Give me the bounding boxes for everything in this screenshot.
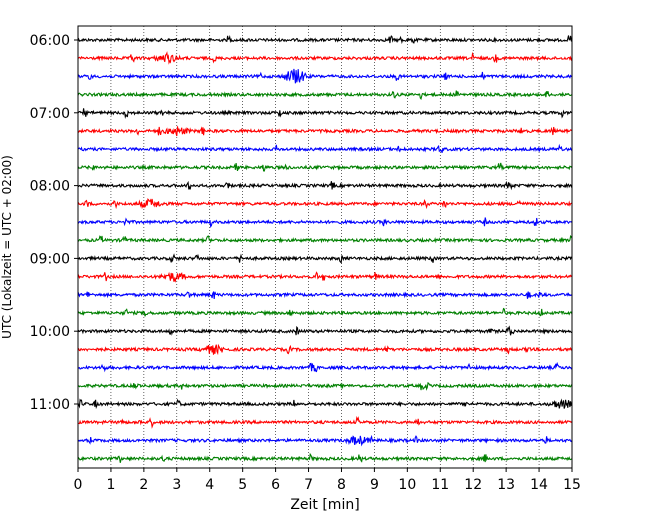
x-tick-label: 0 [74,477,83,493]
x-tick-label: 14 [530,477,548,493]
seismic-trace-0900 [77,253,573,264]
x-tick-label: 7 [304,477,313,493]
seismic-trace-1015 [77,343,573,356]
seismic-trace-0800 [77,180,573,191]
seismic-trace-1145 [77,452,573,463]
x-tick-label: 1 [106,477,115,493]
x-tick-label: 8 [337,477,346,493]
y-tick-label: 09:00 [30,251,70,267]
x-axis: 0 1 2 3 4 5 6 7 8 9 10 11 12 13 14 15 [74,468,581,493]
seismic-trace-0945 [77,307,573,317]
x-tick-label: 12 [464,477,482,493]
seismic-trace-0830 [77,217,573,229]
y-tick-label: 06:00 [30,33,70,49]
x-tick-label: 5 [238,477,247,493]
y-axis-label: UTC (Lokalzeit = UTC + 02:00) [0,155,14,339]
seismic-trace-0715 [77,126,573,137]
seismic-trace-0815 [77,198,573,210]
x-tick-label: 9 [370,477,379,493]
seismic-trace-0700 [77,108,573,119]
seismic-trace-1130 [77,434,573,447]
seismic-traces [77,34,573,463]
x-tick-label: 3 [172,477,181,493]
seismic-trace-1000 [77,325,572,336]
x-tick-label: 15 [563,477,581,493]
y-axis: 06:00 07:00 08:00 09:00 10:00 11:00 [30,33,78,413]
plot-frame [77,25,573,469]
seismic-trace-0845 [77,234,573,244]
y-tick-label: 11:00 [30,397,70,413]
seismic-trace-1045 [78,382,573,391]
seismic-trace-0915 [77,271,573,283]
seismic-trace-1115 [77,415,573,429]
y-tick-label: 08:00 [30,179,70,195]
y-tick-label: 10:00 [30,324,70,340]
seismic-trace-1100 [77,398,573,410]
seismic-trace-0745 [77,162,573,172]
x-tick-label: 10 [398,477,416,493]
plot-area [78,26,572,468]
seismic-trace-1030 [77,361,572,373]
x-tick-label: 2 [139,477,148,493]
seismic-trace-0730 [77,143,573,153]
y-tick-label: 07:00 [30,106,70,122]
x-tick-label: 13 [497,477,515,493]
x-tick-label: 4 [205,477,214,493]
seismic-trace-0615 [77,51,573,65]
seismic-trace-0930 [77,290,573,300]
seismic-trace-0630 [77,68,573,84]
x-tick-label: 6 [271,477,280,493]
x-tick-label: 11 [431,477,449,493]
seismic-trace-0600 [77,34,573,45]
seismic-trace-0645 [77,90,573,100]
x-axis-label: Zeit [min] [290,497,359,513]
